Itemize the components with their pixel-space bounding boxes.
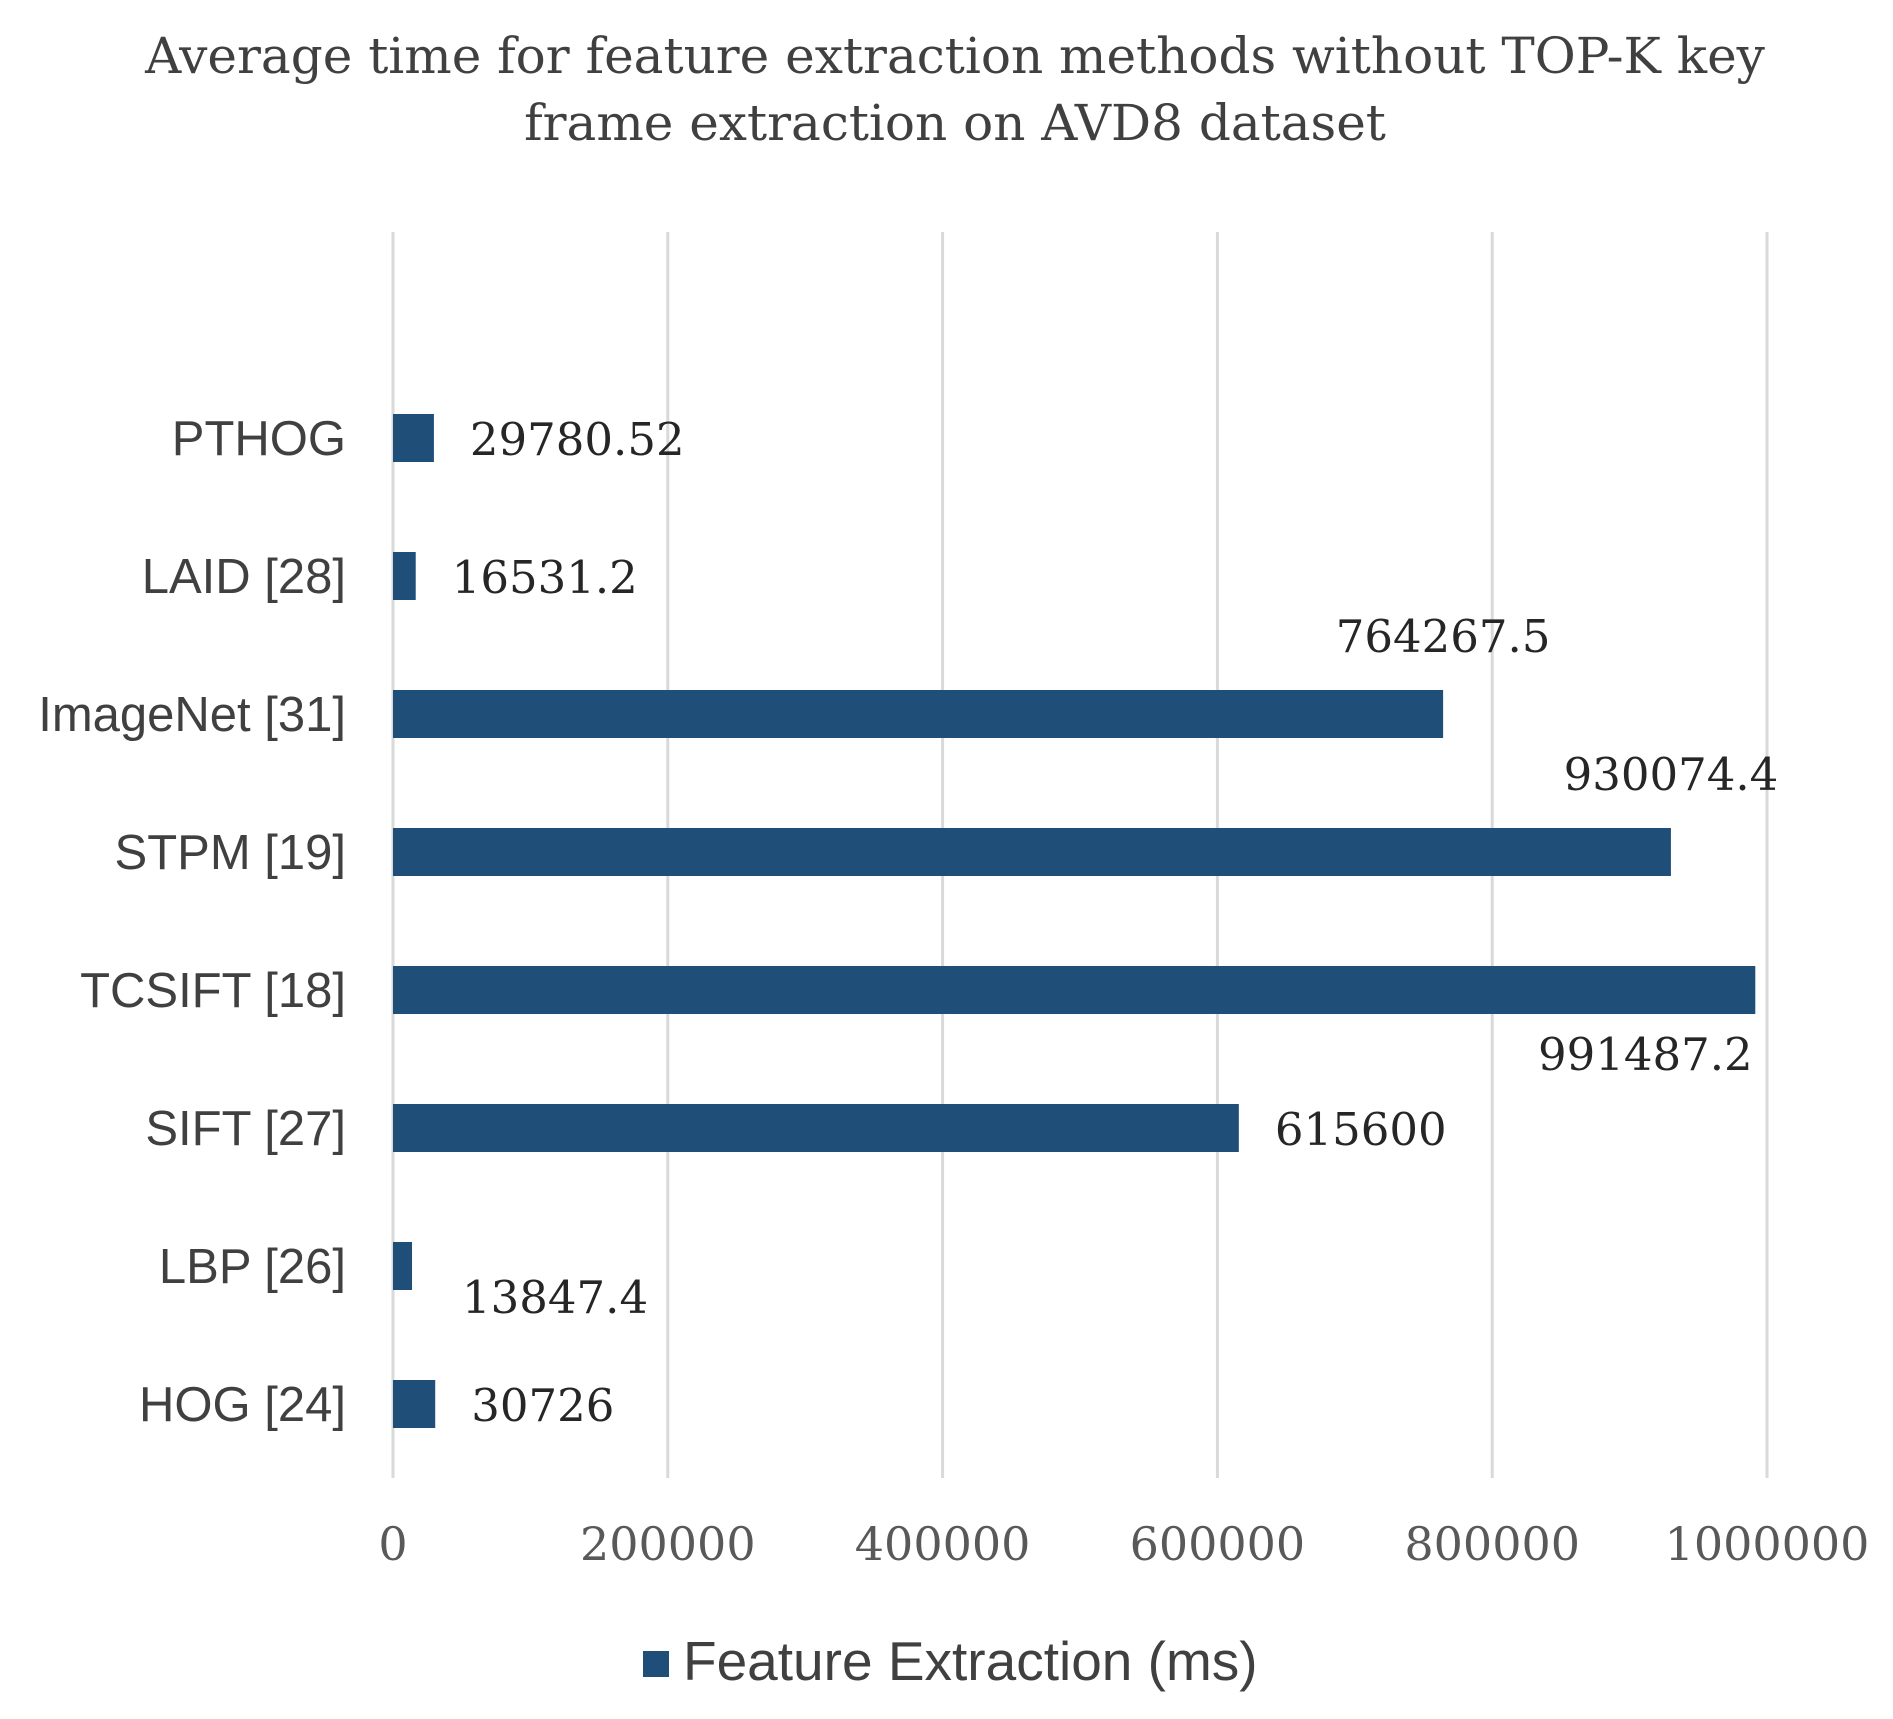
data-label: 615600 [1275, 1103, 1447, 1156]
x-tick-label: 800000 [1404, 1517, 1580, 1571]
category-label: ImageNet [31] [38, 688, 346, 742]
data-label: 16531.2 [452, 551, 638, 604]
chart-title-line-1: Average time for feature extraction meth… [144, 27, 1766, 85]
x-tick-label: 0 [378, 1517, 407, 1571]
category-label: SIFT [27] [145, 1102, 346, 1156]
bar [393, 1242, 413, 1290]
category-label: HOG [24] [139, 1378, 346, 1432]
bar [393, 966, 1756, 1014]
legend-label: Feature Extraction (ms) [683, 1630, 1258, 1692]
category-label: LAID [28] [142, 550, 346, 604]
data-labels: 29780.52 16531.2 764267.5 930074.4 991487.2 6… [452, 413, 1779, 1432]
bar [393, 690, 1444, 738]
x-tick-label: 600000 [1130, 1517, 1306, 1571]
data-label: 29780.52 [470, 413, 685, 466]
category-label: STPM [19] [115, 826, 346, 880]
data-label: 30726 [471, 1379, 614, 1432]
x-axis-tick-labels: 0 200000 400000 600000 800000 1000000 [378, 1517, 1869, 1571]
bar [393, 1104, 1239, 1152]
chart-title: Average time for feature extraction meth… [144, 27, 1766, 152]
data-label: 991487.2 [1538, 1028, 1753, 1081]
x-tick-label: 400000 [855, 1517, 1031, 1571]
bar [393, 1380, 436, 1428]
chart-title-line-2: frame extraction on AVD8 dataset [524, 94, 1386, 152]
category-labels: PTHOG LAID [28] ImageNet [31] STPM [19] TCSI… [38, 412, 346, 1432]
x-tick-label: 200000 [580, 1517, 756, 1571]
data-label: 764267.5 [1336, 610, 1551, 663]
legend: Feature Extraction (ms) [643, 1630, 1258, 1692]
data-label: 13847.4 [462, 1271, 648, 1324]
legend-swatch [643, 1651, 669, 1677]
bar [393, 414, 434, 462]
x-tick-label: 1000000 [1665, 1517, 1870, 1571]
data-label: 930074.4 [1564, 748, 1779, 801]
bars [393, 414, 1756, 1428]
bar [393, 552, 416, 600]
bar [393, 828, 1671, 876]
category-label: TCSIFT [18] [80, 964, 346, 1018]
category-label: PTHOG [172, 412, 346, 466]
category-label: LBP [26] [159, 1240, 346, 1294]
